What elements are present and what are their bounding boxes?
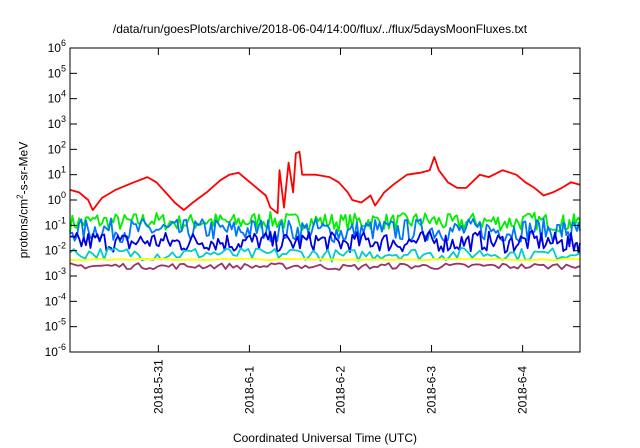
y-tick-label: 10-4: [45, 291, 66, 308]
y-tick-label: 100: [48, 190, 66, 207]
y-tick-label: 10-1: [45, 215, 66, 232]
x-tick-label: 2018-5-31: [151, 359, 165, 414]
series-line-1: [69, 210, 581, 233]
y-tick-label: 103: [48, 114, 66, 131]
series-line-0: [69, 150, 581, 215]
x-tick-label: 2018-6-3: [425, 366, 439, 414]
series-line-3: [69, 229, 581, 254]
y-tick-label: 10-6: [45, 342, 66, 359]
series-line-6: [69, 262, 581, 271]
y-tick-label: 10-3: [45, 266, 66, 283]
y-tick-label: 101: [48, 165, 66, 182]
x-tick-label: 2018-6-1: [242, 366, 256, 414]
y-tick-label: 106: [48, 38, 66, 55]
y-tick-label: 105: [48, 63, 66, 80]
y-tick-label: 104: [48, 89, 66, 106]
y-tick-label: 102: [48, 139, 66, 156]
plot-frame: [69, 47, 581, 353]
y-tick-label: 10-5: [45, 317, 66, 334]
x-axis-label: Coordinated Universal Time (UTC): [232, 431, 418, 445]
chart-title: /data/run/goesPlots/archive/2018-06-04/1…: [112, 22, 528, 36]
y-tick-label: 10-2: [45, 241, 66, 258]
x-tick-label: 2018-6-4: [516, 366, 530, 414]
x-tick-label: 2018-6-2: [333, 366, 347, 414]
series-line-5: [69, 257, 581, 262]
